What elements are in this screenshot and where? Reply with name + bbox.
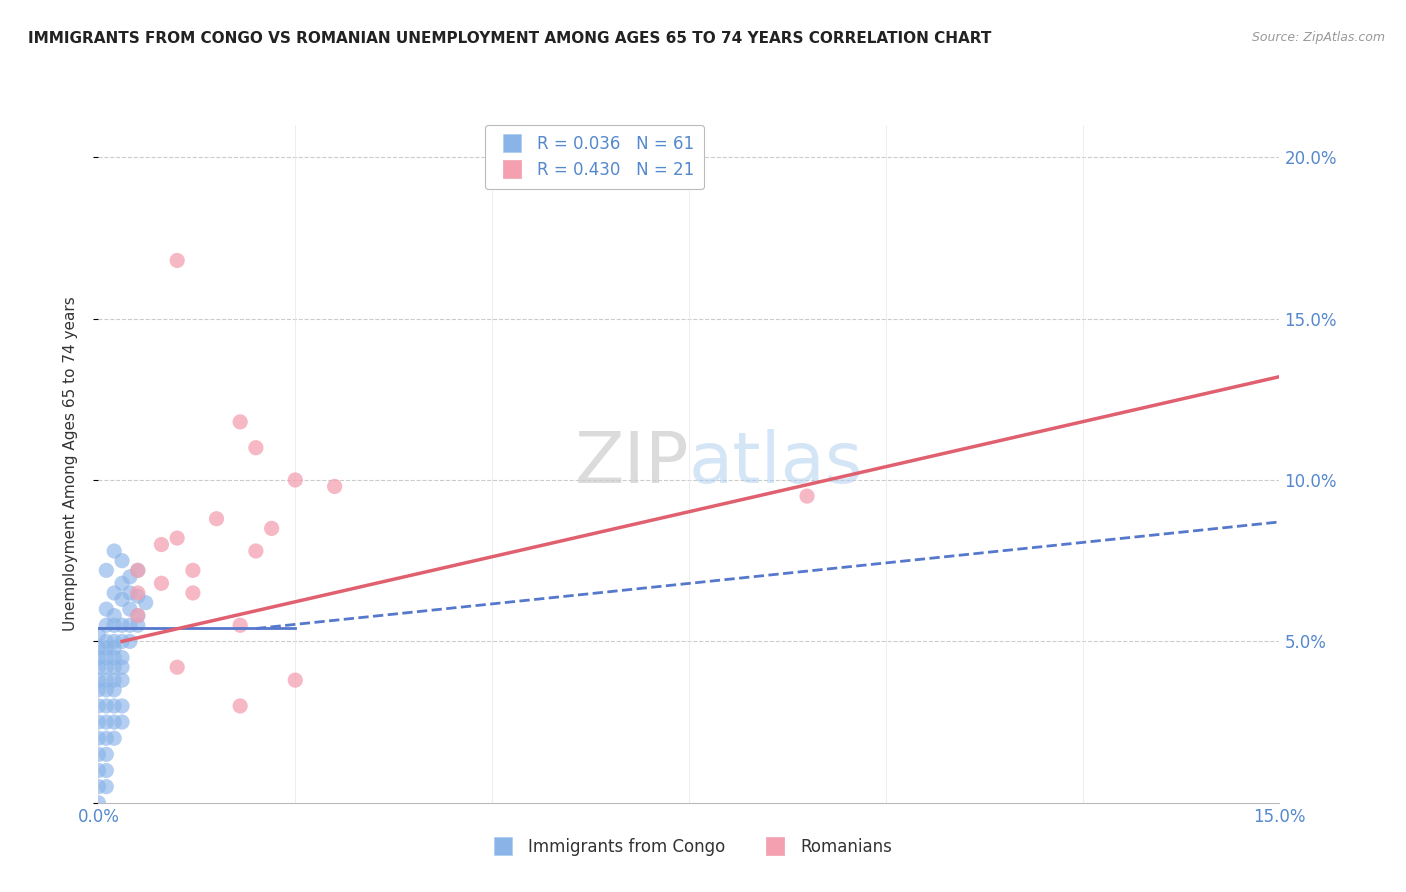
Point [103,586,125,600]
Point [111,673,134,687]
Point [87,640,110,655]
Point [323,479,346,493]
Point [87,715,110,730]
Point [127,563,149,577]
Point [103,618,125,632]
Point [87,764,110,778]
Point [87,780,110,794]
Point [103,731,125,746]
Point [127,608,149,623]
Point [111,660,134,674]
Point [96,640,118,655]
Point [87,796,110,810]
Point [103,698,125,713]
Point [127,563,149,577]
Point [111,576,134,591]
Point [87,682,110,697]
Point [87,628,110,642]
Point [96,682,118,697]
Text: IMMIGRANTS FROM CONGO VS ROMANIAN UNEMPLOYMENT AMONG AGES 65 TO 74 YEARS CORRELA: IMMIGRANTS FROM CONGO VS ROMANIAN UNEMPL… [28,31,991,46]
Point [96,731,118,746]
Point [260,521,283,535]
Point [229,698,252,713]
Legend: Immigrants from Congo, Romanians: Immigrants from Congo, Romanians [479,831,898,863]
Point [103,544,125,558]
Point [118,602,141,616]
Text: atlas: atlas [689,429,863,499]
Point [166,531,188,545]
Point [118,570,141,584]
Point [118,586,141,600]
Point [205,512,228,526]
Point [118,634,141,648]
Point [96,634,118,648]
Point [87,650,110,665]
Point [96,650,118,665]
Point [96,764,118,778]
Point [103,660,125,674]
Point [96,780,118,794]
Point [150,537,173,551]
Point [284,473,307,487]
Point [96,715,118,730]
Point [111,592,134,607]
Point [103,634,125,648]
Point [245,544,267,558]
Point [87,698,110,713]
Point [103,682,125,697]
Point [111,554,134,568]
Point [181,563,204,577]
Text: ZIP: ZIP [575,429,689,499]
Point [96,660,118,674]
Point [245,441,267,455]
Text: Source: ZipAtlas.com: Source: ZipAtlas.com [1251,31,1385,45]
Point [127,586,149,600]
Point [150,576,173,591]
Point [111,650,134,665]
Point [166,253,188,268]
Point [127,589,149,603]
Point [87,673,110,687]
Point [103,640,125,655]
Y-axis label: Unemployment Among Ages 65 to 74 years: Unemployment Among Ages 65 to 74 years [63,296,77,632]
Point [135,596,157,610]
Point [96,618,118,632]
Point [96,747,118,762]
Point [87,660,110,674]
Point [796,489,818,503]
Point [96,698,118,713]
Point [111,698,134,713]
Point [87,747,110,762]
Point [111,634,134,648]
Point [103,650,125,665]
Point [103,608,125,623]
Point [127,608,149,623]
Point [87,731,110,746]
Point [103,715,125,730]
Point [111,618,134,632]
Point [181,586,204,600]
Point [118,618,141,632]
Point [103,673,125,687]
Point [127,618,149,632]
Point [229,618,252,632]
Point [284,673,307,687]
Point [166,660,188,674]
Point [96,673,118,687]
Point [96,563,118,577]
Point [96,602,118,616]
Point [111,715,134,730]
Point [229,415,252,429]
